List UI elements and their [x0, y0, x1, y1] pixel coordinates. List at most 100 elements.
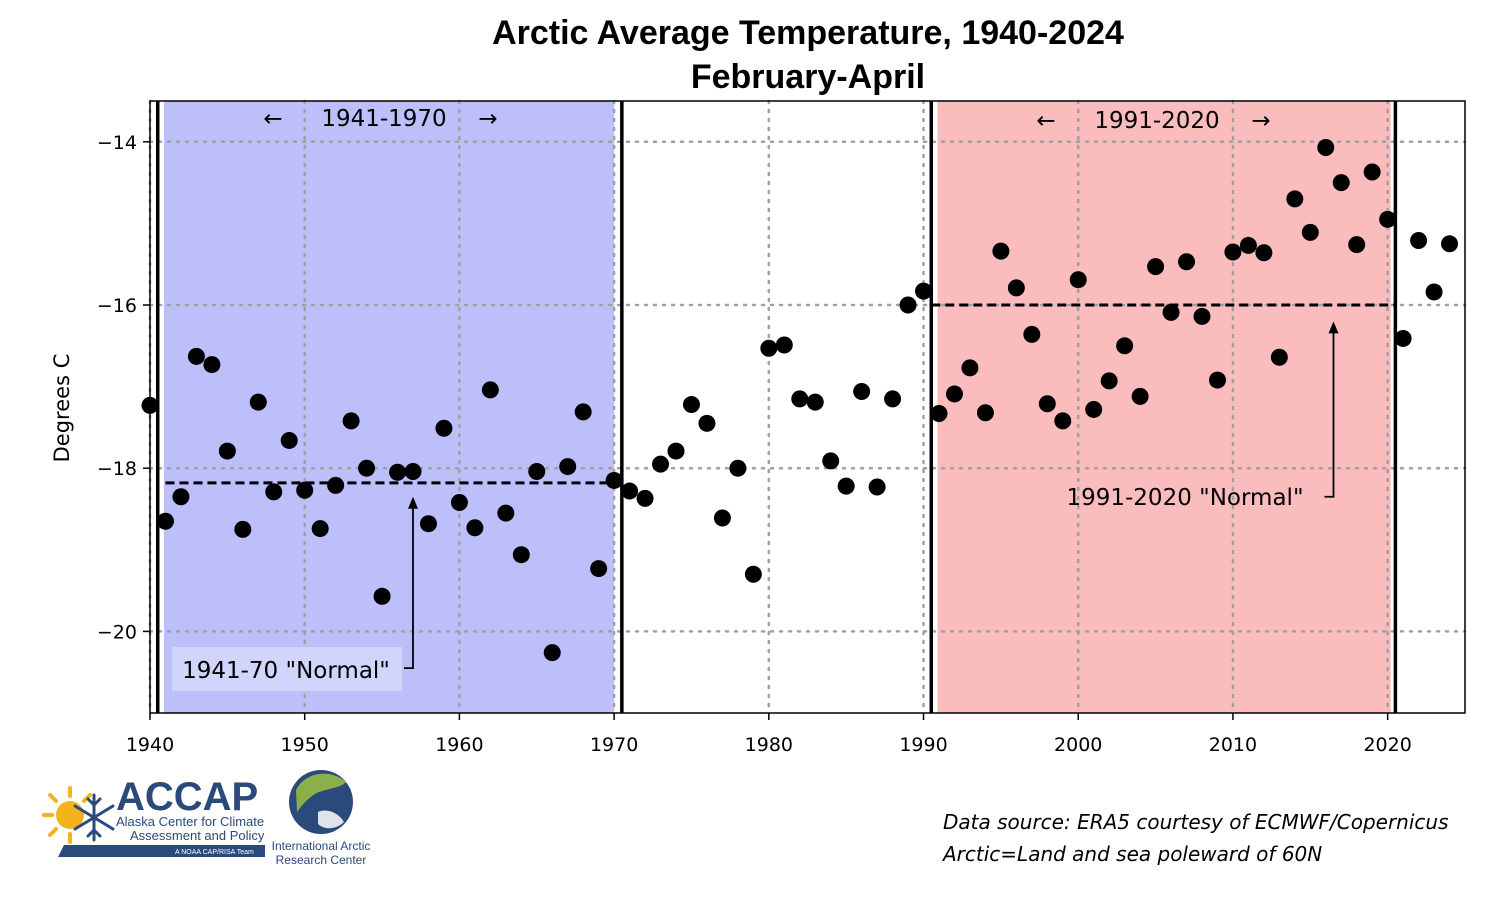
point-1961 [466, 519, 484, 537]
point-1942 [172, 488, 190, 506]
point-1985 [837, 477, 855, 495]
accap-bar [58, 845, 265, 857]
accap-name: ACCAP [116, 775, 258, 819]
normal-arrow-head-2 [1328, 321, 1339, 334]
period-band-1 [163, 101, 615, 713]
data-source-line2: Arctic=Land and sea poleward of 60N [941, 842, 1322, 866]
point-1946 [234, 520, 252, 538]
globe-icon [289, 770, 353, 834]
point-2015 [1301, 223, 1319, 241]
point-2010 [1224, 243, 1242, 261]
point-1980 [760, 339, 778, 357]
chart-subtitle: February-April [691, 58, 925, 96]
normal2-label: 1991-2020 "Normal" [1066, 485, 1303, 511]
x-tick-label-1940: 1940 [126, 734, 174, 756]
normal1-label: 1941-70 "Normal" [182, 658, 390, 684]
accap-bar-text: A NOAA CAP/RISA Team [175, 849, 254, 856]
point-1949 [280, 431, 298, 449]
y-tick-label--14: −14 [97, 132, 137, 154]
y-tick-label--20: −20 [97, 621, 137, 643]
point-1997 [1023, 325, 1041, 343]
y-tick-label--18: −18 [97, 458, 137, 480]
point-1976 [698, 414, 716, 432]
point-1982 [791, 390, 809, 408]
point-1971 [621, 482, 639, 500]
point-1970 [605, 471, 623, 489]
point-1991 [930, 405, 948, 423]
point-1984 [822, 452, 840, 470]
point-1945 [218, 442, 236, 460]
point-1948 [265, 483, 283, 501]
point-1983 [806, 393, 824, 411]
point-1981 [775, 336, 793, 354]
period2-left-arrow: ← [1036, 108, 1055, 134]
point-1965 [528, 462, 546, 480]
point-1979 [744, 565, 762, 583]
period2-right-arrow: → [1251, 108, 1270, 134]
point-1953 [342, 412, 360, 430]
period1-left-arrow: ← [263, 106, 282, 132]
sun-icon [42, 786, 92, 844]
point-2011 [1239, 236, 1257, 254]
point-2024 [1441, 235, 1459, 253]
x-tick-label-1970: 1970 [590, 734, 638, 756]
x-tick-label-1990: 1990 [899, 734, 947, 756]
point-1957 [404, 462, 422, 480]
point-2022 [1410, 232, 1428, 250]
period2-label: 1991-2020 [1094, 108, 1219, 134]
point-2002 [1100, 372, 1118, 390]
point-1967 [559, 458, 577, 476]
point-1959 [435, 419, 453, 437]
point-1964 [512, 546, 530, 564]
data-source-line1: Data source: ERA5 courtesy of ECMWF/Cope… [943, 810, 1449, 834]
point-2014 [1286, 190, 1304, 208]
iarc-line1: International Arctic [272, 839, 371, 853]
data-points [141, 139, 1459, 662]
point-1966 [543, 644, 561, 662]
point-2013 [1270, 348, 1288, 366]
point-1944 [203, 356, 221, 374]
point-2003 [1116, 337, 1134, 355]
normal1-label-box [172, 647, 402, 691]
point-2001 [1085, 400, 1103, 418]
point-1951 [311, 520, 329, 538]
iarc-logo: International Arctic Research Center [272, 770, 371, 867]
point-1974 [667, 442, 685, 460]
point-2023 [1425, 283, 1443, 301]
accap-line1: Alaska Center for Climate [116, 814, 264, 829]
period1-right-arrow: → [478, 106, 497, 132]
x-axis-ticks: 1940 1950 1960 1970 1980 1990 2000 2010 2020 [126, 713, 1412, 756]
y-axis-ticks: −14 −16 −18 −20 [97, 132, 150, 643]
iarc-line2: Research Center [276, 853, 367, 867]
period-bands [163, 101, 1391, 713]
point-1958 [419, 515, 437, 533]
point-1968 [574, 403, 592, 421]
point-1960 [450, 493, 468, 511]
accap-line2: Assessment and Policy [130, 828, 265, 843]
point-2016 [1317, 139, 1335, 157]
normal-arrow-line-1 [404, 504, 414, 670]
x-tick-label-2020: 2020 [1363, 734, 1411, 756]
normal-arrow-head-1 [408, 496, 418, 509]
chart-title: Arctic Average Temperature, 1940-2024 [492, 14, 1124, 52]
point-1963 [497, 504, 515, 522]
point-1975 [682, 396, 700, 414]
point-1994 [976, 404, 994, 422]
point-1987 [868, 478, 886, 496]
point-2021 [1394, 329, 1412, 347]
point-2007 [1178, 253, 1196, 271]
point-1972 [636, 489, 654, 507]
point-2020 [1379, 210, 1397, 228]
point-1989 [899, 296, 917, 314]
point-1954 [358, 459, 376, 477]
normal-arrows [404, 321, 1339, 670]
point-1996 [1007, 279, 1025, 297]
y-axis-label: Degrees C [50, 354, 74, 463]
x-tick-label-2010: 2010 [1209, 734, 1257, 756]
period-band-2 [937, 101, 1391, 713]
x-tick-label-1980: 1980 [745, 734, 793, 756]
grid-lines [148, 99, 1467, 715]
point-1956 [389, 463, 407, 481]
point-2004 [1131, 387, 1149, 405]
